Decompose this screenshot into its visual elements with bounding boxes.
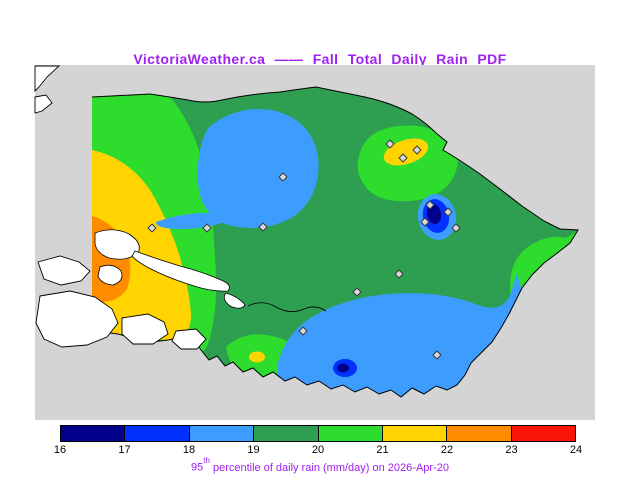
sooke-channel-water (131, 250, 230, 292)
caption-percentile-value: 95 (191, 461, 204, 474)
station-marker-diamond (278, 172, 288, 182)
caption: 95thpercentile of daily rain (mm/day) on… (0, 456, 640, 474)
colorbar-segment (447, 426, 512, 441)
sooke-pond-water (97, 264, 123, 286)
colorbar-segment (125, 426, 190, 441)
colorbar-tick: 21 (376, 444, 389, 456)
page-title: VictoriaWeather.ca —— Fall Total Daily R… (133, 51, 507, 67)
colorbar-tick: 24 (569, 444, 583, 456)
station-marker-diamond (394, 269, 404, 279)
colorbar-ticks: 16 17 18 19 20 21 22 23 24 (50, 444, 586, 456)
station-marker-diamond (425, 200, 435, 210)
contour-light-blue-tongue (155, 213, 235, 230)
colorbar-segment (382, 426, 448, 441)
colorbar-segment (254, 426, 319, 441)
coast-land-northwest-1 (34, 65, 61, 93)
colorbar-tick: 19 (247, 444, 260, 456)
contour-light-blue-upper (197, 109, 319, 228)
shoreline-detail (247, 302, 327, 312)
colorbar-segment (189, 426, 255, 441)
station-marker-diamond (420, 217, 430, 227)
colorbar-tick: 16 (53, 444, 67, 456)
coast-land-southwest-1 (37, 255, 91, 286)
station-marker-diamond (258, 222, 268, 232)
station-marker-diamond (202, 223, 212, 233)
colorbar-tick: 23 (505, 444, 518, 456)
contour-yellow-south-spot (249, 351, 265, 363)
caption-text: percentile of daily rain (mm/day) on 202… (212, 461, 449, 474)
colorbar-tick: 20 (311, 444, 325, 456)
contour-navy-core-south (337, 363, 349, 373)
colorbar-segment (318, 426, 383, 441)
station-marker-diamond (432, 350, 442, 360)
coast-land-southwest-2 (35, 290, 119, 348)
station-marker-diamond (298, 326, 308, 336)
station-marker-diamond (443, 207, 453, 217)
colorbar-tick: 22 (440, 444, 454, 456)
station-marker-diamond (451, 223, 461, 233)
station-marker-diamond (147, 223, 157, 233)
station-marker-diamond (385, 139, 395, 149)
station-marker-diamond (352, 287, 362, 297)
colorbar-segment (511, 426, 575, 441)
station-marker-diamond (412, 145, 422, 155)
colorbar-tick: 17 (118, 444, 131, 456)
contour-yellow-northeast (383, 138, 429, 166)
caption-percentile-suffix: th (203, 456, 210, 465)
colorbar (60, 425, 576, 442)
station-marker-diamond (398, 153, 408, 163)
coast-land-southwest-3 (121, 313, 169, 345)
colorbar-tick: 18 (182, 444, 196, 456)
coast-land-northwest-2 (34, 94, 53, 114)
colorbar-segment (61, 426, 126, 441)
coast-land-southwest-4 (171, 328, 207, 350)
region-coastline (91, 86, 579, 398)
station-markers (147, 139, 461, 360)
inlet-water (223, 292, 246, 309)
